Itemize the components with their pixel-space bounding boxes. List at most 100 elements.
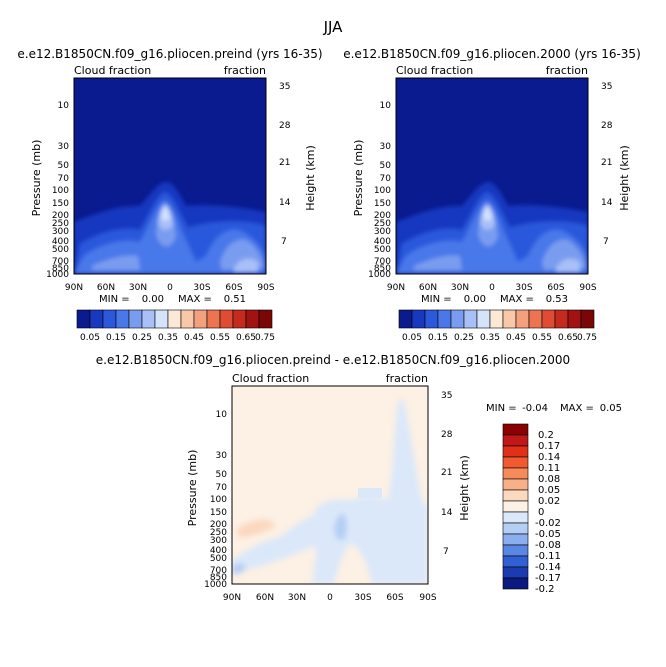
colorbar-label: 0.15: [106, 333, 126, 343]
y-tick-label: 1000: [204, 580, 227, 590]
x-tick-label: 0: [327, 593, 333, 603]
y-tick-label: 10: [380, 101, 392, 111]
height-tick-label: 7: [443, 547, 449, 557]
colorbar-label: 0.08: [538, 474, 560, 485]
y-tick-label: 300: [210, 536, 227, 546]
colorbar-swatch: [502, 489, 529, 502]
panel-2000-colorbar: [398, 309, 595, 329]
x-tick-label: 30S: [354, 593, 371, 603]
field-positive-region: [236, 519, 276, 538]
x-tick-label: 30N: [129, 283, 147, 293]
x-tick-label: 90N: [387, 283, 405, 293]
panel-2000: e.e12.B1850CN.f09_g16.pliocen.2000 (yrs …: [343, 47, 641, 343]
panel-difference-max-value: 0.05: [600, 403, 622, 414]
y-tick-label: 50: [380, 161, 392, 171]
height-tick-label: 7: [281, 237, 287, 247]
x-tick-label: 60N: [256, 593, 274, 603]
x-tick-label: 0: [167, 283, 173, 293]
colorbar-swatch: [489, 309, 504, 329]
panel-preind-frame: [73, 77, 267, 275]
panel-difference-min-value: -0.04: [522, 403, 548, 414]
colorbar-label: 0.05: [80, 333, 100, 343]
colorbar-swatch: [76, 309, 91, 329]
colorbar-swatch: [502, 423, 529, 436]
y-tick-label: 150: [52, 199, 69, 209]
field-positive-patch: [358, 488, 382, 498]
colorbar-swatch: [515, 309, 530, 329]
panel-preind-ylabel: Pressure (mb): [30, 140, 43, 217]
x-tick-label: 30S: [515, 283, 532, 293]
colorbar-label: 0.02: [538, 496, 560, 507]
colorbar-label: -0.2: [535, 584, 555, 595]
x-tick-label: 90S: [419, 593, 436, 603]
y-tick-label: 500: [374, 245, 391, 255]
colorbar-swatch: [450, 309, 465, 329]
colorbar-swatch: [180, 309, 195, 329]
panel-difference-max-label: MAX =: [560, 403, 594, 414]
panel-2000-xticks: 90N 60N 30N 0 30S 60S 90S: [387, 283, 597, 293]
colorbar-swatch: [102, 309, 117, 329]
panel-2000-field: [396, 78, 588, 274]
y-tick-label: 100: [374, 186, 391, 196]
panel-preind-max-label: MAX =: [178, 294, 212, 305]
panel-2000-max-label: MAX =: [500, 294, 534, 305]
colorbar-swatch: [567, 309, 582, 329]
colorbar-label: -0.14: [535, 562, 561, 573]
colorbar-swatch: [206, 309, 221, 329]
colorbar-label: 0.17: [538, 441, 560, 452]
y-tick-label: 10: [58, 101, 70, 111]
y-tick-label: 200: [374, 211, 391, 221]
colorbar-swatch: [219, 309, 234, 329]
height-tick-label: 14: [441, 508, 453, 518]
panel-preind-yticks: 10 30 50 70 100 150 200 250 300 400 500 …: [46, 101, 69, 280]
colorbar-swatch: [502, 511, 529, 524]
panel-preind-colorbar: [76, 309, 273, 329]
colorbar-label: 0.75: [255, 333, 275, 343]
colorbar-label: 0.14: [538, 452, 560, 463]
y-tick-label: 850: [52, 264, 69, 274]
colorbar-label: 0.25: [454, 333, 474, 343]
colorbar-swatch: [541, 309, 556, 329]
y-tick-label: 700: [210, 566, 227, 576]
x-tick-label: 60S: [547, 283, 564, 293]
colorbar-swatch: [437, 309, 452, 329]
field-contour-high: [480, 204, 580, 272]
colorbar-swatch: [232, 309, 247, 329]
colorbar-swatch: [115, 309, 130, 329]
y-tick-label: 1000: [46, 270, 69, 280]
y-tick-label: 500: [52, 245, 69, 255]
y-tick-label: 30: [380, 142, 392, 152]
height-tick-label: 35: [441, 391, 452, 401]
colorbar-swatch: [528, 309, 543, 329]
y-tick-label: 850: [374, 264, 391, 274]
y-tick-label: 700: [374, 257, 391, 267]
panel-preind: e.e12.B1850CN.f09_g16.pliocen.preind (yr…: [17, 47, 322, 343]
y-tick-label: 150: [210, 508, 227, 518]
colorbar-label: -0.17: [535, 573, 561, 584]
panel-2000-height-ticks: 35 28 21 14 7: [601, 82, 613, 247]
colorbar-label: 0.05: [402, 333, 422, 343]
colorbar-label: 0.45: [506, 333, 526, 343]
colorbar-swatch: [554, 309, 569, 329]
panel-2000-left-label: Cloud fraction: [396, 64, 473, 77]
panel-difference-xticks: 90N 60N 30N 0 30S 60S 90S: [223, 593, 437, 603]
y-tick-label: 1000: [368, 270, 391, 280]
colorbar-swatch: [193, 309, 208, 329]
y-tick-label: 850: [210, 573, 227, 583]
y-tick-label: 250: [52, 219, 69, 229]
y-tick-label: 400: [52, 237, 69, 247]
panel-preind-ylabel-right: Height (km): [304, 145, 317, 211]
x-tick-label: 60S: [386, 593, 403, 603]
panel-2000-title: e.e12.B1850CN.f09_g16.pliocen.2000 (yrs …: [343, 47, 641, 61]
panel-difference-frame: [231, 385, 429, 585]
y-tick-label: 400: [374, 237, 391, 247]
y-tick-label: 250: [374, 219, 391, 229]
colorbar-label: -0.11: [535, 551, 561, 562]
y-tick-label: 70: [380, 174, 392, 184]
colorbar-swatch: [258, 309, 273, 329]
panel-difference-colorbar: [502, 423, 529, 590]
panel-preind-left-label: Cloud fraction: [74, 64, 151, 77]
height-tick-label: 35: [279, 82, 290, 92]
height-tick-label: 14: [601, 198, 613, 208]
panel-difference-title: e.e12.B1850CN.f09_g16.pliocen.preind - e…: [96, 353, 570, 367]
